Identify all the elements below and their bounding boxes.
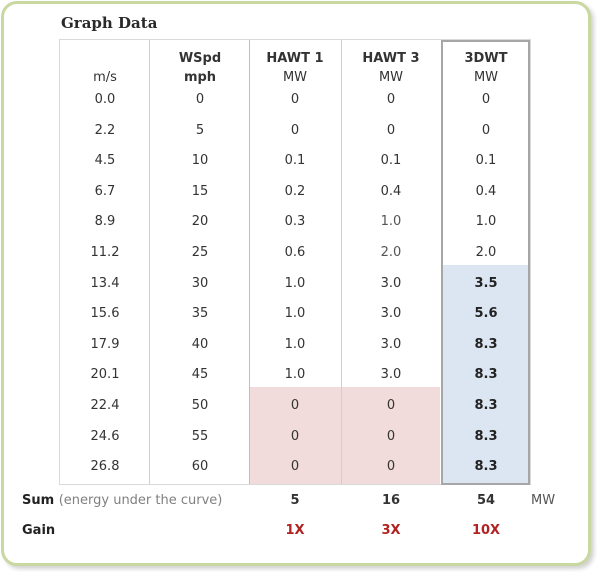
table-cell-hawt1: 0.2 — [284, 183, 306, 199]
table-cell-mph: 60 — [191, 459, 209, 475]
table-cell-hawt1: 1.0 — [284, 336, 306, 352]
sum-unit: MW — [531, 493, 556, 508]
table-cell-hawt3: 0.4 — [380, 183, 402, 199]
header-hawt3: HAWT 3 — [362, 51, 420, 66]
3dwt-column-box — [441, 40, 530, 485]
header-wspd: WSpd — [178, 51, 222, 66]
column-divider — [149, 40, 150, 484]
page-title: Graph Data — [61, 14, 158, 32]
sum-note: (energy under the curve) — [58, 493, 223, 508]
gain-hawt3: 3X — [381, 523, 401, 538]
table-cell-mph: 5 — [195, 122, 205, 138]
table-cell-hawt1: 1.0 — [284, 306, 306, 322]
table-cell-hawt1: 0 — [290, 92, 300, 107]
table-cell-mph: 15 — [191, 183, 209, 199]
header-mph-unit: mph — [183, 70, 217, 85]
table-cell-hawt3: 3.0 — [380, 306, 402, 322]
table-cell-hawt1: 1.0 — [284, 275, 306, 291]
table-cell-dwt3: 1.0 — [475, 214, 497, 230]
header-ms-unit: m/s — [93, 70, 117, 85]
table-cell-dwt3: 0 — [481, 92, 491, 107]
table-cell-hawt1: 0.3 — [284, 214, 306, 230]
table-cell-dwt3: 0.1 — [475, 153, 497, 169]
header-3dwt-unit: MW — [473, 70, 499, 85]
table-cell-hawt3: 3.0 — [380, 275, 402, 291]
table-cell-hawt1: 1.0 — [284, 367, 306, 383]
table-cell-hawt1: 0 — [290, 122, 300, 138]
table-cell-dwt3: 3.5 — [474, 275, 498, 291]
table-cell-hawt3: 1.0 — [380, 214, 402, 230]
sum-3dwt: 54 — [476, 493, 496, 508]
gain-3dwt: 10X — [471, 523, 501, 538]
table-cell-mph: 0 — [195, 92, 205, 107]
table-cell-ms: 26.8 — [90, 459, 120, 475]
header-hawt3-unit: MW — [378, 70, 404, 85]
table-cell-mph: 30 — [191, 275, 209, 291]
header-3dwt: 3DWT — [464, 51, 508, 66]
table-cell-dwt3: 0 — [481, 122, 491, 138]
table-cell-mph: 20 — [191, 214, 209, 230]
table-cell-hawt1: 0.6 — [284, 245, 306, 260]
column-divider — [341, 40, 342, 484]
table-cell-mph: 10 — [191, 153, 209, 169]
sum-row-label: Sum (energy under the curve) — [22, 493, 222, 508]
table-cell-dwt3: 0.4 — [475, 183, 497, 199]
table-cell-hawt3: 0 — [386, 92, 396, 107]
table-cell-hawt3: 3.0 — [380, 367, 402, 383]
table-cell-ms: 11.2 — [90, 245, 120, 260]
gain-label: Gain — [22, 523, 56, 538]
table-cell-ms: 22.4 — [90, 398, 120, 413]
header-hawt1-unit: MW — [282, 70, 308, 85]
column-divider — [249, 40, 250, 484]
sum-hawt3: 16 — [381, 493, 401, 508]
table-cell-dwt3: 8.3 — [474, 336, 498, 352]
sum-label: Sum — [22, 493, 55, 508]
table-cell-ms: 24.6 — [90, 428, 120, 444]
table-cell-hawt1: 0 — [290, 428, 300, 444]
table-cell-dwt3: 2.0 — [475, 245, 497, 260]
3dwt-gain-highlight — [443, 265, 529, 483]
table-cell-hawt1: 0 — [290, 459, 300, 475]
table-cell-hawt3: 0 — [386, 398, 396, 413]
hawt-zero-highlight — [250, 387, 440, 484]
table-cell-hawt3: 2.0 — [380, 245, 402, 260]
table-cell-mph: 35 — [191, 306, 209, 322]
table-cell-mph: 40 — [191, 336, 209, 352]
table-cell-mph: 50 — [191, 398, 209, 413]
table-cell-dwt3: 5.6 — [474, 306, 498, 322]
gain-hawt1: 1X — [285, 523, 305, 538]
table-cell-mph: 55 — [191, 428, 209, 444]
data-table — [59, 39, 531, 485]
table-cell-dwt3: 8.3 — [474, 398, 498, 413]
table-cell-ms: 8.9 — [94, 214, 116, 230]
table-cell-ms: 13.4 — [90, 275, 120, 291]
header-hawt1: HAWT 1 — [266, 51, 324, 66]
table-cell-dwt3: 8.3 — [474, 367, 498, 383]
table-cell-ms: 20.1 — [90, 367, 120, 383]
table-cell-ms: 17.9 — [90, 336, 120, 352]
table-cell-ms: 15.6 — [90, 306, 120, 322]
table-cell-dwt3: 8.3 — [474, 428, 498, 444]
table-cell-ms: 6.7 — [94, 183, 116, 199]
table-cell-hawt3: 0 — [386, 122, 396, 138]
table-cell-ms: 2.2 — [94, 122, 116, 138]
table-cell-ms: 4.5 — [94, 153, 116, 169]
table-cell-ms: 0.0 — [94, 92, 116, 107]
table-cell-hawt3: 0 — [386, 428, 396, 444]
table-cell-hawt1: 0.1 — [284, 153, 306, 169]
table-cell-hawt3: 0 — [386, 459, 396, 475]
table-cell-hawt3: 0.1 — [380, 153, 402, 169]
table-cell-mph: 45 — [191, 367, 209, 383]
table-cell-hawt3: 3.0 — [380, 336, 402, 352]
table-cell-hawt1: 0 — [290, 398, 300, 413]
table-cell-mph: 25 — [191, 245, 209, 260]
sum-hawt1: 5 — [290, 493, 300, 508]
table-cell-dwt3: 8.3 — [474, 459, 498, 475]
